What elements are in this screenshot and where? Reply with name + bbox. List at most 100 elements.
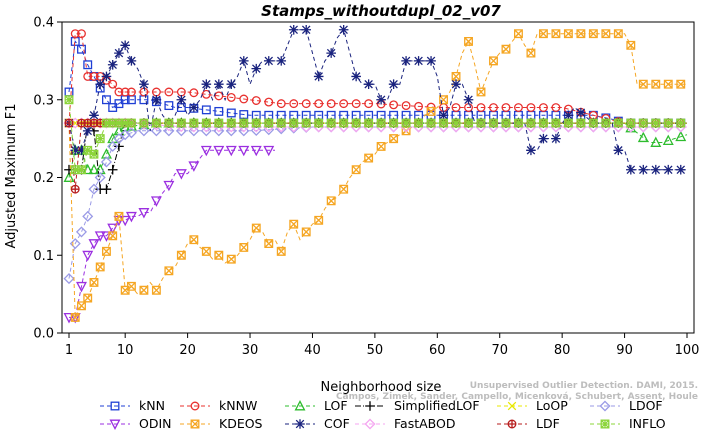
- x-tick-label: 70: [491, 343, 508, 358]
- data-point: [239, 94, 249, 104]
- data-point: [538, 118, 548, 128]
- legend-item-odin: ODIN: [100, 416, 172, 431]
- data-point: [163, 125, 175, 137]
- x-tick-label: 50: [367, 343, 384, 358]
- data-point: [501, 44, 511, 54]
- data-point: [675, 164, 686, 175]
- data-point: [638, 164, 649, 175]
- data-point: [139, 285, 149, 295]
- data-point: [264, 118, 274, 128]
- series-line-odin: [69, 149, 275, 318]
- data-point: [201, 79, 212, 89]
- data-point: [439, 95, 448, 105]
- data-point: [626, 118, 636, 128]
- data-point: [613, 118, 623, 128]
- plot-area: [63, 24, 688, 324]
- data-point: [176, 118, 186, 128]
- data-point: [389, 118, 399, 128]
- legend-label: LOF: [324, 398, 348, 413]
- x-tick-label: 10: [117, 343, 134, 358]
- legend-marker: [109, 419, 121, 431]
- data-point: [426, 106, 436, 116]
- data-point: [251, 223, 261, 233]
- x-tick-label: 1: [65, 343, 73, 358]
- data-point: [626, 40, 636, 50]
- legend-marker: [507, 419, 517, 429]
- data-point: [538, 133, 549, 144]
- series-line-knn: [68, 40, 687, 124]
- data-point: [676, 79, 686, 89]
- data-point: [526, 118, 536, 128]
- data-point: [101, 71, 112, 82]
- data-point: [89, 71, 99, 81]
- data-point: [214, 106, 224, 116]
- data-point: [94, 171, 106, 184]
- x-tick-label: 40: [304, 343, 321, 358]
- data-point: [151, 118, 161, 128]
- data-point: [364, 99, 374, 109]
- data-point: [451, 118, 461, 128]
- data-point: [663, 79, 673, 89]
- data-point: [538, 29, 548, 39]
- data-point: [314, 215, 324, 225]
- legend-label: kNNW: [219, 398, 257, 413]
- series-line-inflo: [68, 99, 687, 171]
- data-point: [63, 273, 75, 285]
- data-point: [613, 145, 624, 156]
- watermark-line-2: Campos, Zimek, Sander, Campello, Micenko…: [336, 392, 698, 402]
- data-point: [438, 110, 449, 121]
- watermark-line-1: Unsupervised Outlier Detection. DAMI, 20…: [470, 381, 698, 391]
- data-point: [638, 79, 648, 89]
- data-point: [102, 95, 111, 105]
- data-point: [164, 118, 174, 128]
- data-point: [114, 211, 124, 221]
- data-point: [464, 118, 473, 128]
- data-point: [289, 99, 299, 109]
- data-point: [164, 266, 174, 276]
- data-point: [263, 145, 275, 157]
- data-point: [638, 118, 648, 128]
- data-point: [77, 44, 86, 54]
- data-point: [289, 118, 299, 128]
- data-point: [426, 56, 436, 66]
- data-point: [601, 29, 611, 39]
- data-point: [314, 118, 324, 128]
- data-point: [351, 99, 361, 109]
- legend-item-cof: COF: [285, 416, 350, 431]
- data-point: [301, 24, 312, 35]
- data-point: [351, 118, 361, 128]
- data-point: [226, 108, 236, 118]
- legend-label: INFLO: [629, 416, 666, 431]
- data-point: [64, 95, 74, 105]
- legend-item-loop: LoOP: [497, 398, 568, 413]
- data-point: [388, 79, 399, 89]
- data-point: [339, 118, 349, 128]
- data-point: [401, 56, 411, 66]
- data-point: [151, 285, 161, 295]
- data-point: [451, 103, 461, 112]
- data-point: [563, 110, 574, 121]
- data-point: [201, 118, 211, 128]
- series-kdeos: [64, 29, 687, 322]
- legend-marker: [190, 401, 200, 411]
- data-point: [189, 88, 199, 98]
- data-point: [663, 118, 673, 128]
- data-point: [675, 130, 687, 142]
- data-point: [213, 145, 225, 157]
- data-point: [351, 71, 361, 82]
- data-point: [107, 223, 119, 235]
- data-point: [650, 136, 662, 147]
- data-point: [476, 118, 486, 128]
- legend-label: SimplifiedLOF: [394, 398, 480, 413]
- y-axis-label: Adjusted Maximum F1: [4, 104, 19, 249]
- legend-label: kNN: [139, 398, 165, 413]
- series-inflo: [64, 95, 687, 175]
- data-point: [251, 63, 262, 74]
- legend-item-simplifiedlof: SimplifiedLOF: [355, 398, 480, 413]
- data-point: [70, 29, 80, 39]
- data-point: [226, 254, 236, 264]
- data-point: [326, 196, 336, 206]
- data-point: [120, 87, 130, 97]
- data-point: [251, 96, 261, 105]
- data-point: [107, 164, 118, 175]
